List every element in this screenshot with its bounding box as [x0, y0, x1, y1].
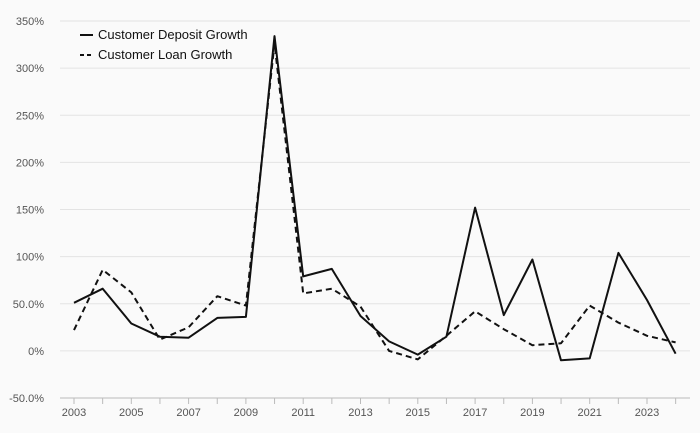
x-tick-label: 2003 [62, 407, 86, 419]
y-tick-label: -50.0% [9, 393, 44, 405]
gridlines [60, 20, 690, 399]
x-tick-label: 2021 [577, 407, 601, 419]
y-tick-label: 200% [16, 157, 44, 169]
y-tick-label: 50.0% [13, 299, 44, 311]
x-tick-label: 2005 [119, 407, 143, 419]
legend-label: Customer Loan Growth [98, 47, 232, 62]
y-tick-label: 350% [16, 16, 44, 28]
x-tick-label: 2019 [520, 407, 544, 419]
series-line-deposit-growth [73, 35, 677, 362]
y-tick-label: 150% [16, 205, 44, 217]
y-tick-label: 0% [28, 346, 44, 358]
x-tick-label: 2013 [348, 407, 372, 419]
x-axis: 2003 2005 2007 2009 2011 2013 2015 2017 2019 2021… [60, 397, 690, 419]
y-tick-label: 100% [16, 252, 44, 264]
x-tick-label: 2007 [176, 407, 200, 419]
x-tick-label: 2009 [234, 407, 258, 419]
series-lines [73, 35, 677, 362]
x-tick-label: 2023 [635, 407, 659, 419]
y-axis: 350% 300% 250% 200% 150% 100% 50.0% 0% -50.0% [9, 16, 44, 405]
series-line-loan-growth [73, 42, 676, 361]
x-tick-label: 2011 [291, 407, 315, 419]
y-tick-label: 300% [16, 63, 44, 75]
legend-label: Customer Deposit Growth [98, 27, 248, 42]
x-tick-label: 2015 [406, 407, 430, 419]
legend: Customer Deposit Growth Customer Loan Gro… [80, 27, 248, 62]
x-tick-label: 2017 [463, 407, 487, 419]
y-tick-label: 250% [16, 110, 44, 122]
